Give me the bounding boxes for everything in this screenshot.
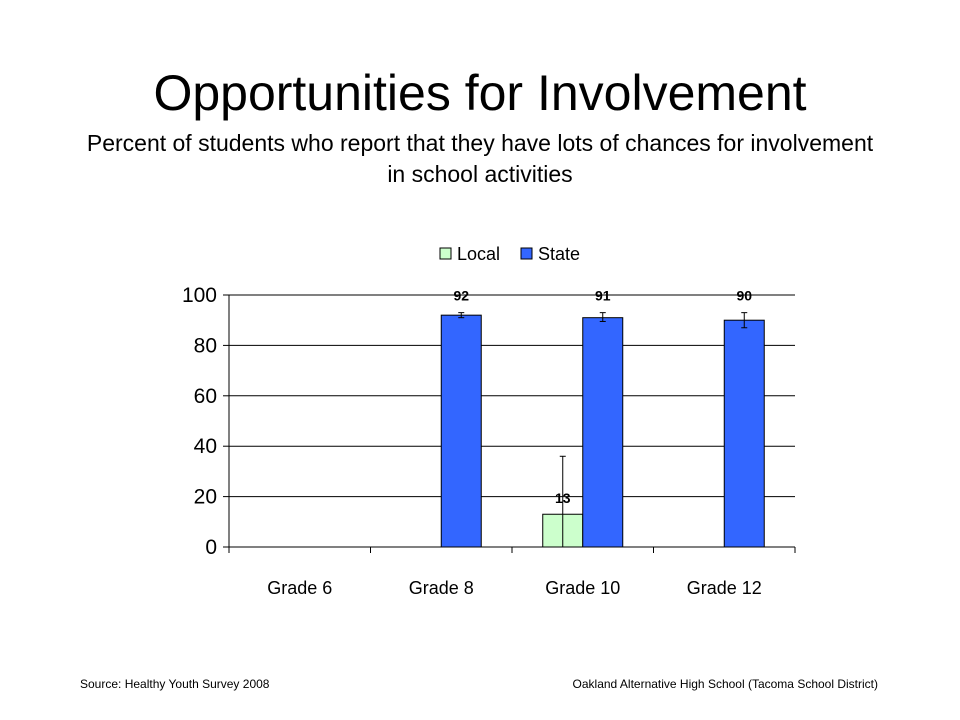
x-tick-label: Grade 6: [267, 578, 332, 598]
bar-state-grade-12: [723, 319, 765, 548]
y-tick-label: 0: [205, 536, 217, 559]
legend-swatch-state: [520, 247, 533, 260]
source-note: Source: Healthy Youth Survey 2008: [80, 677, 270, 691]
slide-subtitle: Percent of students who report that they…: [86, 130, 874, 187]
data-label: 91: [595, 288, 611, 304]
legend-label-local: Local: [457, 244, 500, 264]
data-label: 13: [555, 490, 571, 506]
x-tick-label: Grade 10: [545, 578, 620, 598]
legend-label-state: State: [538, 244, 580, 264]
chart-labels: 0 20 40 60 80 100 Grade 6 Grade 8 Grade 10 Grade …: [182, 284, 762, 598]
chart-axes: [223, 294, 796, 553]
legend-swatch-local: [439, 247, 452, 260]
school-note: Oakland Alternative High School (Tacoma …: [572, 677, 878, 691]
slide-title: Opportunities for Involvement: [153, 65, 807, 121]
x-tick-label: Grade 12: [687, 578, 762, 598]
chart-legend: Local State: [439, 244, 580, 264]
data-label: 90: [736, 288, 752, 304]
chart-bars: [440, 314, 765, 548]
chart-gridlines: [229, 294, 795, 498]
y-tick-label: 100: [182, 284, 217, 307]
bar-state-grade-8: [440, 314, 482, 548]
bar-state-grade-10: [582, 317, 624, 548]
chart-error-bars: [458, 312, 748, 548]
x-tick-label: Grade 8: [409, 578, 474, 598]
data-label: 92: [453, 288, 469, 304]
y-tick-label: 60: [194, 385, 217, 408]
y-tick-label: 20: [194, 486, 217, 509]
y-tick-label: 40: [194, 435, 217, 458]
y-tick-label: 80: [194, 334, 217, 357]
